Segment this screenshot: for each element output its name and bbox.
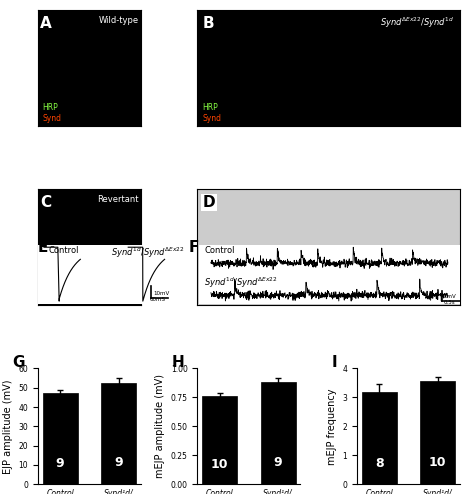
Text: HRP: HRP bbox=[203, 103, 219, 112]
Text: 9: 9 bbox=[56, 457, 64, 470]
Text: $Synd^{1d}/Synd^{\Delta Ex22}$: $Synd^{1d}/Synd^{\Delta Ex22}$ bbox=[204, 275, 278, 290]
Text: Synd: Synd bbox=[42, 114, 61, 123]
Text: 10mV: 10mV bbox=[154, 290, 170, 295]
Text: 9: 9 bbox=[114, 456, 123, 469]
Bar bbox=[202, 396, 237, 484]
Text: 2mV: 2mV bbox=[444, 294, 457, 299]
Text: E: E bbox=[38, 240, 48, 255]
Bar bbox=[420, 381, 455, 484]
Text: 9: 9 bbox=[274, 456, 283, 469]
Text: 0.5s: 0.5s bbox=[444, 300, 455, 305]
Text: 10: 10 bbox=[211, 458, 228, 471]
Text: C: C bbox=[40, 195, 51, 210]
Bar bbox=[43, 393, 78, 484]
Bar bbox=[101, 383, 136, 484]
Text: $Synd^{\Delta Ex22}/Synd^{1d}$: $Synd^{\Delta Ex22}/Synd^{1d}$ bbox=[380, 16, 455, 30]
Bar bbox=[362, 392, 397, 484]
Text: B: B bbox=[203, 16, 214, 31]
Text: D: D bbox=[203, 195, 215, 210]
Text: Revertant: Revertant bbox=[97, 195, 139, 204]
Text: Control: Control bbox=[48, 246, 79, 255]
Text: D: D bbox=[203, 195, 215, 210]
Bar bbox=[261, 382, 296, 484]
Y-axis label: EJP amplitude (mV): EJP amplitude (mV) bbox=[3, 379, 13, 474]
Text: G: G bbox=[12, 355, 25, 370]
Text: F: F bbox=[189, 240, 199, 255]
Text: Synd: Synd bbox=[203, 114, 222, 123]
Text: 60mS: 60mS bbox=[149, 297, 165, 302]
Text: Wild-type: Wild-type bbox=[99, 16, 139, 25]
Text: HRP: HRP bbox=[42, 103, 58, 112]
Y-axis label: mEJP amplitude (mV): mEJP amplitude (mV) bbox=[155, 374, 165, 478]
Text: 10: 10 bbox=[429, 456, 447, 469]
Text: H: H bbox=[172, 355, 184, 370]
Y-axis label: mEJP frequency: mEJP frequency bbox=[327, 388, 337, 464]
Text: HRP: HRP bbox=[42, 282, 58, 291]
Text: Control: Control bbox=[204, 246, 235, 255]
Text: Synd: Synd bbox=[42, 293, 61, 302]
Text: I: I bbox=[331, 355, 337, 370]
Text: A: A bbox=[40, 16, 52, 31]
Text: 8: 8 bbox=[375, 457, 383, 470]
Text: $Synd^{1d}/Synd^{\Delta Ex22}$: $Synd^{1d}/Synd^{\Delta Ex22}$ bbox=[111, 246, 185, 260]
